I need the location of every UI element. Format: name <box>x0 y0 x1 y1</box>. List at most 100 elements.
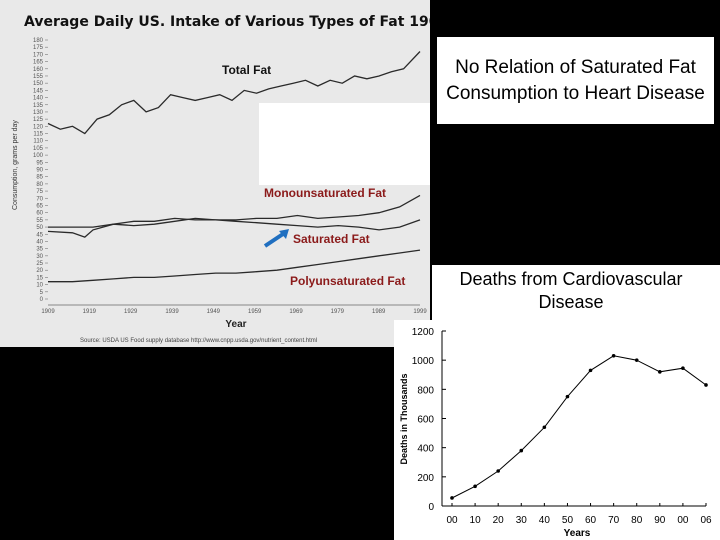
headline-text: No Relation of Saturated Fat Consumption… <box>446 56 705 104</box>
y-tick-label: 65 <box>36 203 43 209</box>
x-tick-label: 1999 <box>413 309 427 315</box>
deaths-ylabel: Deaths in Thousands <box>399 373 409 464</box>
fat-intake-chart: Average Daily US. Intake of Various Type… <box>0 0 430 347</box>
y-tick-label: 110 <box>33 139 43 145</box>
deaths-y-tick-label: 600 <box>417 415 434 426</box>
y-tick-label: 180 <box>33 38 44 44</box>
deaths-point <box>681 366 685 370</box>
y-tick-label: 105 <box>33 146 44 152</box>
y-tick-label: 10 <box>36 283 43 289</box>
x-tick-label: 1969 <box>289 309 303 315</box>
deaths-point <box>496 469 500 473</box>
total-fat-label: Total Fat <box>222 63 271 77</box>
deaths-point <box>658 370 662 374</box>
deaths-point <box>611 353 616 358</box>
deaths-chart-svg: 0 200 400 600 800 1000 1200 00 10 20 30 40 50 60 70 80 9… <box>399 327 712 539</box>
saturated-arrow-icon <box>263 229 289 248</box>
deaths-x-tick-label: 60 <box>585 515 597 526</box>
y-tick-label: 50 <box>36 225 43 231</box>
y-tick-label: 40 <box>36 239 43 245</box>
deaths-point <box>704 383 708 387</box>
fat-chart-source: Source: USDA US Food supply database htt… <box>80 338 317 344</box>
y-tick-label: 15 <box>36 275 43 281</box>
y-tick-label: 45 <box>36 232 43 238</box>
y-tick-label: 150 <box>33 81 44 87</box>
deaths-x-tick-label: 90 <box>654 515 666 526</box>
y-tick-label: 145 <box>33 88 44 94</box>
y-tick-label: 155 <box>33 74 44 80</box>
deaths-x-tick-label: 70 <box>608 515 620 526</box>
y-tick-label: 160 <box>33 67 44 73</box>
deaths-x-tick-label: 40 <box>539 515 551 526</box>
polyunsaturated-fat-label: Polyunsaturated Fat <box>290 274 405 288</box>
deaths-chart: Deaths from Cardiovascular Disease 0 200 4… <box>399 265 720 540</box>
y-tick-label: 35 <box>36 247 43 253</box>
deaths-y-tick-label: 200 <box>417 473 434 484</box>
deaths-line <box>451 355 707 499</box>
y-tick-label: 20 <box>36 268 43 274</box>
deaths-xlabel: Years <box>564 528 591 539</box>
deaths-chart-title: Deaths from Cardiovascular Disease <box>459 269 683 312</box>
fat-intake-svg: Average Daily US. Intake of Various Type… <box>12 14 430 344</box>
deaths-x-tick-label: 20 <box>493 515 505 526</box>
y-tick-label: 120 <box>33 124 44 130</box>
y-tick-label: 170 <box>33 52 44 58</box>
fat-chart-ylabel: Consumption, grams per day <box>12 120 19 210</box>
x-tick-label: 1989 <box>372 309 386 315</box>
x-tick-label: 1959 <box>248 309 262 315</box>
headline-box: No Relation of Saturated Fat Consumption… <box>437 37 714 124</box>
monounsaturated-fat-label: Monounsaturated Fat <box>264 186 386 200</box>
y-tick-label: 70 <box>36 196 43 202</box>
y-tick-label: 90 <box>36 168 43 174</box>
y-tick-label: 125 <box>33 117 44 123</box>
deaths-point <box>450 496 454 500</box>
white-overlay <box>259 103 430 185</box>
deaths-point <box>519 448 524 453</box>
fat-chart-title: Average Daily US. Intake of Various Type… <box>24 14 430 30</box>
deaths-y-tick-label: 1200 <box>412 327 435 338</box>
y-tick-label: 140 <box>33 96 44 102</box>
deaths-x-tick-label: 00 <box>677 515 689 526</box>
deaths-x-tick-label: 10 <box>470 515 482 526</box>
deaths-x-tick-label: 00 <box>446 515 458 526</box>
deaths-x-tick-label: 06 <box>700 515 712 526</box>
y-tick-label: 130 <box>33 110 44 116</box>
y-tick-label: 135 <box>33 103 44 109</box>
saturated-fat-line <box>47 217 421 238</box>
deaths-point <box>588 368 593 373</box>
total-fat-line <box>47 51 421 135</box>
y-tick-label: 100 <box>33 153 44 159</box>
deaths-y-tick-label: 0 <box>428 502 434 513</box>
deaths-point <box>473 484 477 489</box>
deaths-x-tick-label: 80 <box>631 515 643 526</box>
fat-chart-xlabel: Year <box>225 319 246 330</box>
deaths-x-tick-label: 50 <box>562 515 574 526</box>
monounsaturated-fat-line <box>48 194 421 228</box>
deaths-y-tick-label: 800 <box>417 385 434 396</box>
x-tick-label: 1929 <box>124 309 138 315</box>
y-tick-label: 85 <box>36 175 43 181</box>
y-tick-label: 25 <box>36 261 43 267</box>
x-tick-label: 1949 <box>207 309 221 315</box>
y-tick-label: 115 <box>33 132 43 138</box>
x-tick-label: 1939 <box>165 309 179 315</box>
x-tick-label: 1979 <box>331 309 345 315</box>
y-tick-label: 95 <box>36 160 43 166</box>
deaths-chart-left-fill <box>394 320 432 540</box>
y-tick-label: 175 <box>33 45 44 51</box>
y-tick-label: 30 <box>36 254 43 260</box>
y-tick-label: 60 <box>36 211 43 217</box>
deaths-point <box>565 394 570 399</box>
saturated-fat-label: Saturated Fat <box>293 232 370 246</box>
deaths-x-tick-label: 30 <box>516 515 528 526</box>
y-tick-label: 80 <box>36 182 43 188</box>
deaths-point <box>634 358 639 362</box>
x-tick-label: 1909 <box>41 309 55 315</box>
x-tick-label: 1919 <box>83 309 97 315</box>
y-tick-label: 0 <box>40 297 44 303</box>
polyunsaturated-fat-line <box>48 249 421 283</box>
y-tick-label: 5 <box>40 290 44 296</box>
y-tick-label: 165 <box>33 60 44 66</box>
deaths-point <box>542 425 547 430</box>
deaths-y-tick-label: 1000 <box>412 356 435 367</box>
